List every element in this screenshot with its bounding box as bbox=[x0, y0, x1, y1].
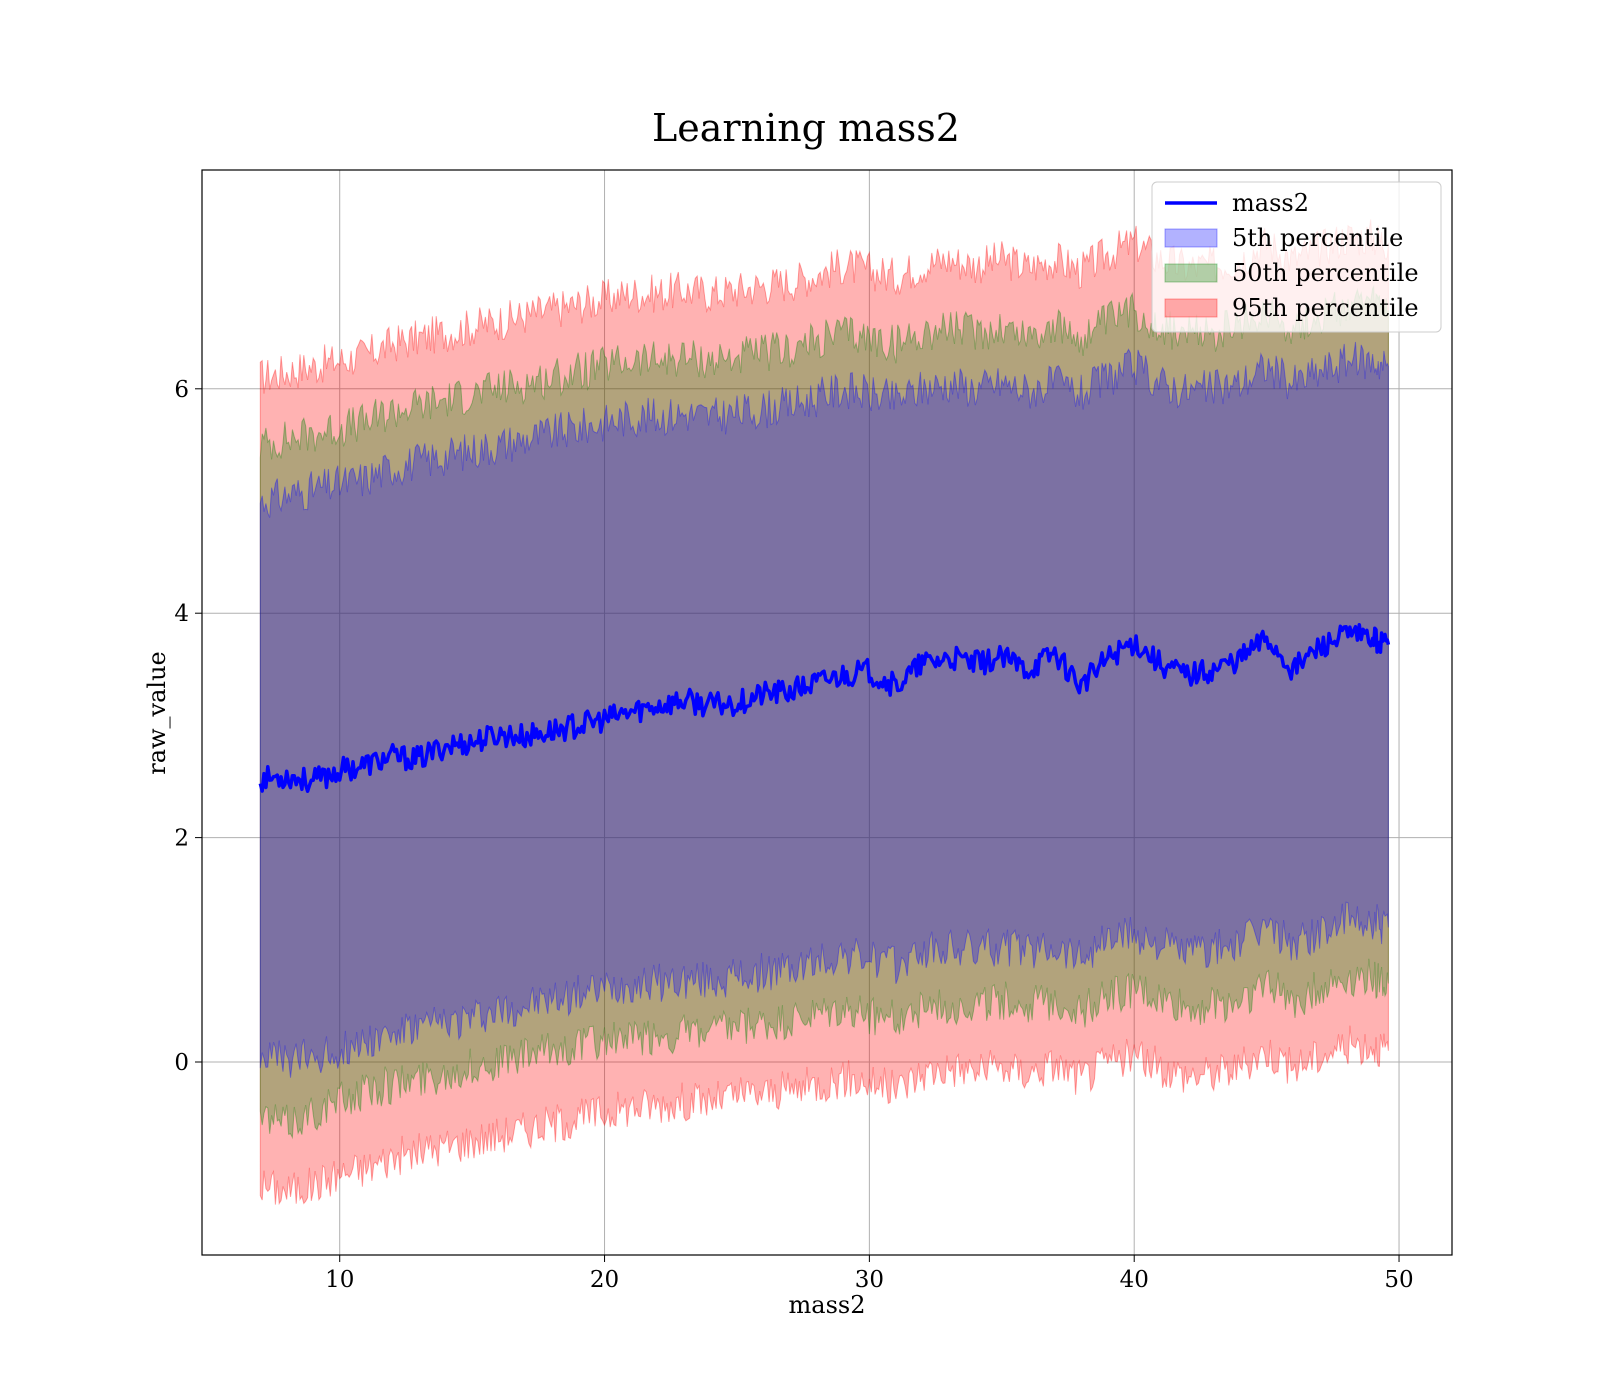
legend-box bbox=[1151, 181, 1442, 333]
y-axis-ticks: 0 2 4 6 bbox=[174, 377, 202, 1076]
x-axis-label: mass2 bbox=[789, 1291, 866, 1319]
legend-label: 5th percentile bbox=[1232, 224, 1403, 252]
line-mass2 bbox=[258, 622, 1391, 793]
y-tick-label: 4 bbox=[174, 601, 189, 627]
band-95th-percentile bbox=[259, 219, 1389, 1206]
legend-swatch-patch bbox=[1164, 228, 1218, 248]
y-tick-label: 6 bbox=[174, 377, 189, 403]
x-axis-ticks: 10 20 30 40 50 bbox=[325, 1255, 1414, 1293]
legend-label: 95th percentile bbox=[1232, 294, 1419, 322]
x-tick-label: 30 bbox=[855, 1267, 884, 1293]
y-tick-label: 0 bbox=[174, 1050, 189, 1076]
legend: mass2 5th percentile 50th percentile 95th p… bbox=[1151, 181, 1442, 333]
x-tick-label: 40 bbox=[1120, 1267, 1149, 1293]
legend-label: 50th percentile bbox=[1232, 259, 1419, 287]
series-lines bbox=[258, 622, 1391, 793]
legend-label: mass2 bbox=[1232, 189, 1309, 217]
chart-title: Learning mass2 bbox=[652, 106, 960, 150]
legend-swatch-patch bbox=[1164, 263, 1218, 283]
x-tick-label: 50 bbox=[1384, 1267, 1413, 1293]
y-tick-label: 2 bbox=[174, 826, 189, 852]
legend-swatch-patch bbox=[1164, 298, 1218, 318]
grid bbox=[202, 170, 1452, 1255]
x-tick-label: 10 bbox=[325, 1267, 354, 1293]
percentile-bands bbox=[259, 219, 1389, 1206]
x-tick-label: 20 bbox=[590, 1267, 619, 1293]
plot-frame bbox=[201, 169, 1453, 1256]
y-axis-label: raw_value bbox=[143, 651, 171, 775]
band-50th-percentile bbox=[259, 284, 1389, 1140]
band-5th-percentile bbox=[259, 341, 1389, 1078]
